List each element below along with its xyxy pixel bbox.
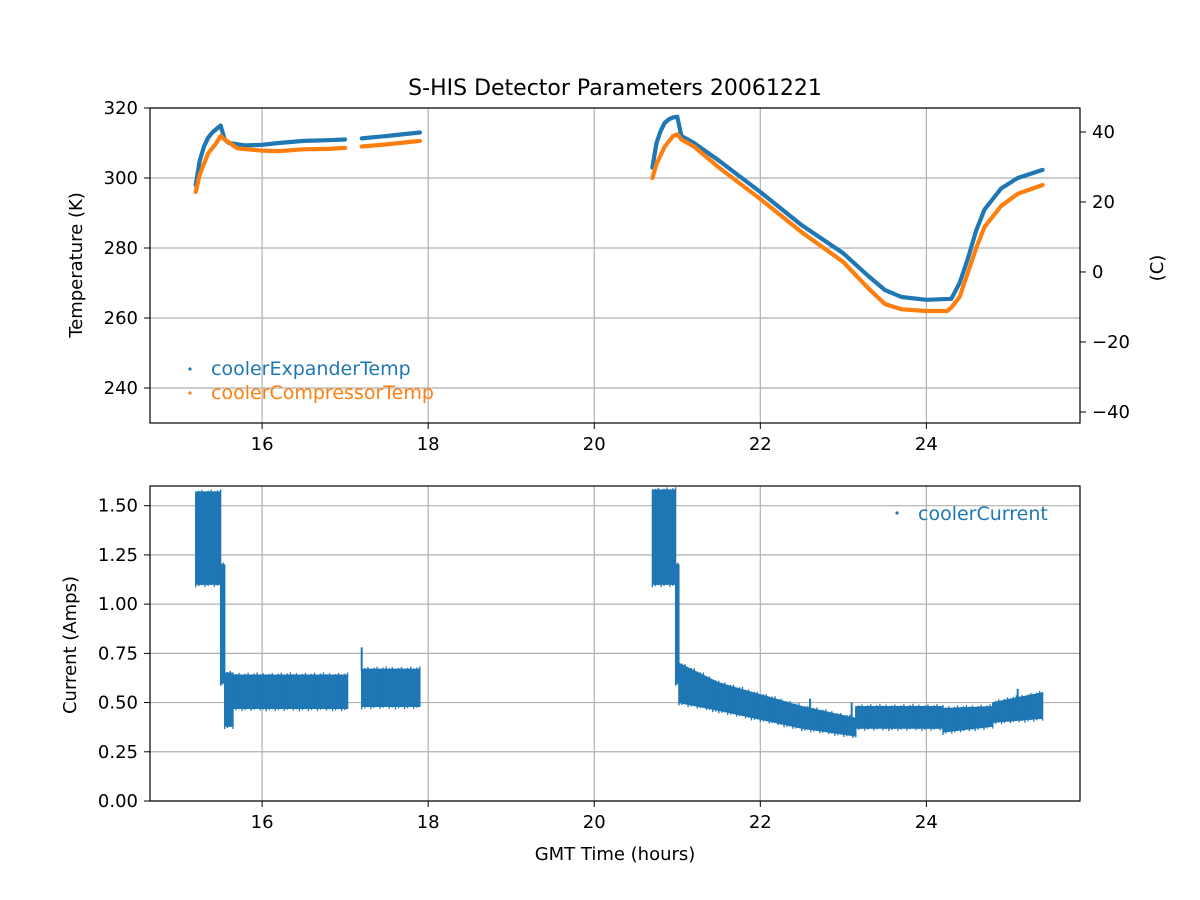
bottom-y-ticks: 0.00 0.25 0.50 0.75 1.00 1.25 1.50 [98, 496, 150, 812]
coolerExpanderTemp-points [650, 114, 1045, 302]
bottom-axes-frame [149, 485, 1081, 802]
temperature-plot: S-HIS Detector Parameters 20061221 16 18 2… [66, 76, 1168, 455]
legend-marker-current [895, 511, 899, 515]
y2-tick-label: 40 [1092, 122, 1115, 143]
top-y-ticks: 240 260 280 300 320 [104, 98, 150, 399]
x-tick-label: 22 [749, 812, 772, 833]
y-tick-label: 0.50 [98, 693, 138, 714]
y-tick-label: 0.25 [98, 742, 138, 763]
x-tick-label: 22 [749, 434, 772, 455]
top-y-axis-label: Temperature (K) [66, 192, 87, 339]
y-tick-label: 1.25 [98, 545, 138, 566]
x-tick-label: 16 [251, 434, 274, 455]
y-tick-label: 1.50 [98, 496, 138, 517]
x-tick-label: 24 [915, 434, 938, 455]
y2-tick-label: 0 [1092, 262, 1103, 283]
coolerCompressorTemp-points [650, 132, 1045, 314]
legend-label-current: coolerCurrent [918, 503, 1048, 525]
x-tick-label: 20 [583, 434, 606, 455]
coolerExpanderTemp-points [359, 130, 422, 141]
y2-tick-label: 20 [1092, 192, 1115, 213]
y2-tick-label: −40 [1092, 402, 1130, 423]
y-tick-label: 320 [104, 98, 138, 119]
top-y2-axis-label: (C) [1147, 255, 1168, 282]
x-tick-label: 16 [251, 812, 274, 833]
top-grid [150, 107, 1080, 423]
top-axes-frame [149, 107, 1081, 424]
legend-label-expander: coolerExpanderTemp [211, 358, 411, 380]
y-tick-label: 240 [104, 378, 138, 399]
legend-label-compressor: coolerCompressorTemp [211, 382, 434, 404]
coolerCurrent-band [224, 672, 234, 727]
y-tick-label: 260 [104, 308, 138, 329]
y-tick-label: 300 [104, 168, 138, 189]
y-tick-label: 1.00 [98, 594, 138, 615]
bottom-x-ticks: 16 18 20 22 24 [251, 801, 938, 833]
current-plot: 16 18 20 22 24 0.000.250.500.751.001.251.50 … [60, 485, 1081, 865]
top-x-ticks: 16 18 20 22 24 [251, 423, 938, 455]
top-series [193, 114, 1045, 314]
x-tick-label: 18 [417, 434, 440, 455]
coolerCurrent-band [855, 706, 944, 729]
x-tick-label: 20 [583, 812, 606, 833]
y-tick-label: 0.75 [98, 643, 138, 664]
x-tick-label: 18 [417, 812, 440, 833]
bottom-series [195, 487, 1044, 738]
top-legend: coolerExpanderTemp coolerCompressorTemp [188, 358, 434, 404]
legend-marker-compressor [188, 391, 192, 395]
chart-title: S-HIS Detector Parameters 20061221 [408, 76, 822, 101]
y-tick-label: 0.00 [98, 791, 138, 812]
coolerCompressorTemp-points [359, 138, 422, 149]
x-tick-label: 24 [915, 812, 938, 833]
bottom-legend: coolerCurrent [895, 503, 1048, 525]
y2-tick-label: −20 [1092, 332, 1130, 353]
top-y2-ticks: −40 −20 0 20 40 [1080, 122, 1130, 423]
bottom-y-axis-label: Current (Amps) [60, 576, 81, 714]
legend-marker-expander [188, 367, 192, 371]
x-axis-label: GMT Time (hours) [535, 844, 696, 865]
coolerCompressorTemp-points [193, 133, 348, 195]
y-tick-label: 280 [104, 238, 138, 259]
